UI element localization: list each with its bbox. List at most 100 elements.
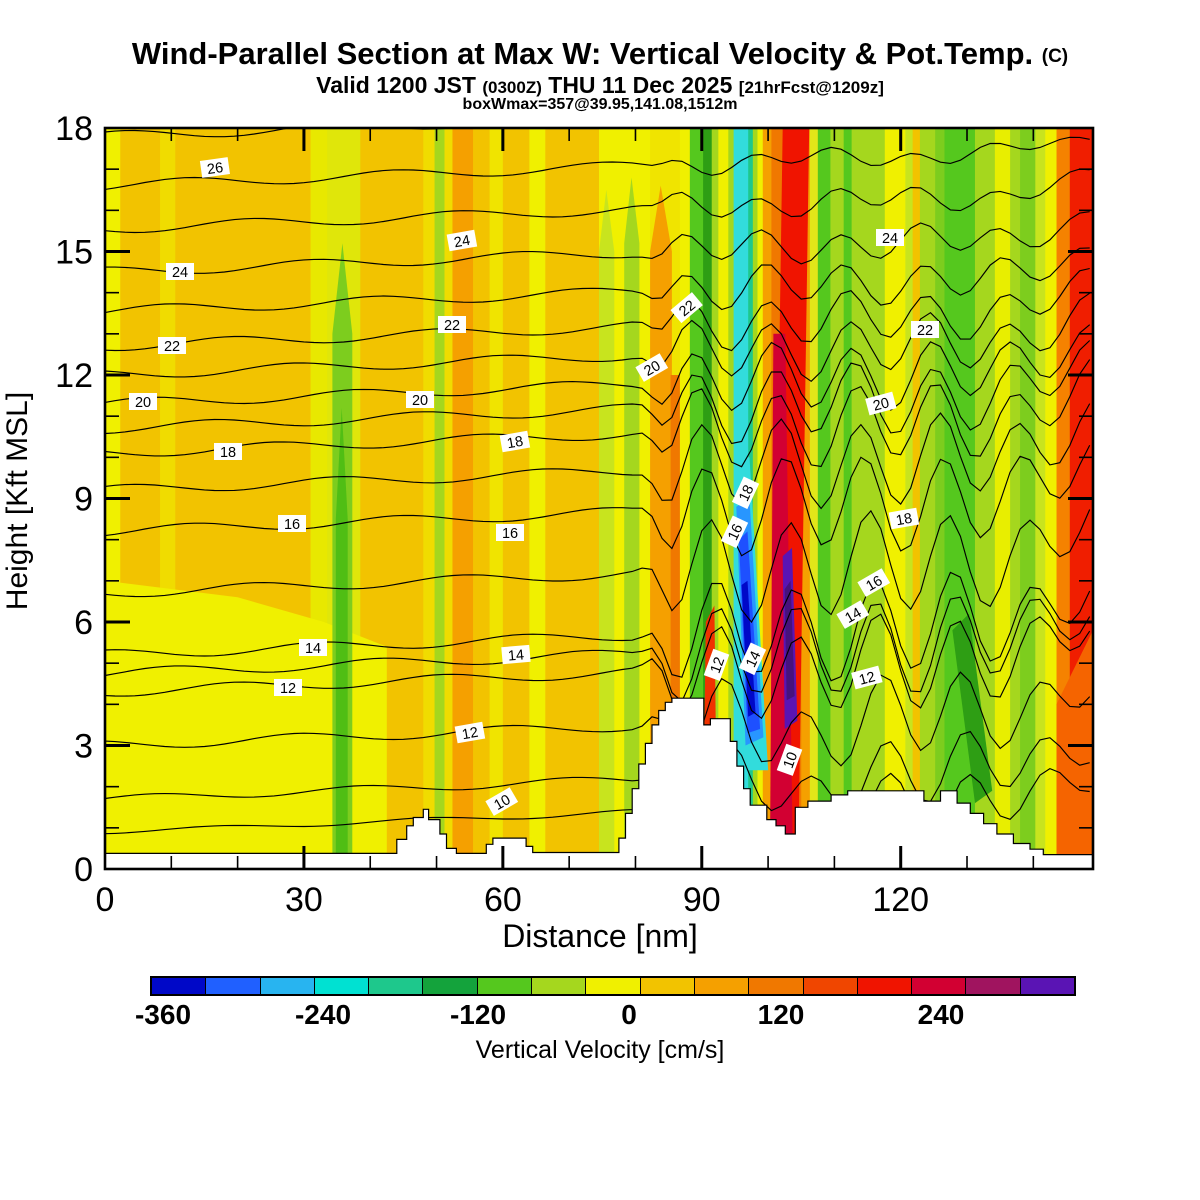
colorbar-labels: -360 -240 -120 0 120 240	[135, 999, 1076, 1030]
isentrope-label-14: 14	[299, 639, 327, 657]
isentrope-label-14: 14	[738, 642, 767, 676]
svg-text:20: 20	[642, 358, 664, 380]
svg-text:22: 22	[917, 323, 933, 339]
svg-text:14: 14	[743, 649, 764, 670]
x-tick-label-90: 90	[683, 881, 721, 919]
isentrope-label-22: 22	[158, 337, 186, 355]
terrain-silhouette	[105, 697, 1093, 869]
isentrope-line-13	[105, 596, 1091, 703]
valid-prefix: Valid 1200 JST	[316, 72, 476, 98]
svg-text:14: 14	[305, 641, 321, 657]
isentrope-line-11	[105, 671, 1091, 767]
velocity-band	[718, 128, 729, 869]
isentrope-label-22: 22	[438, 316, 466, 334]
velocity-band	[728, 128, 735, 869]
velocity-band	[830, 128, 845, 869]
colorbar-cell	[260, 978, 315, 994]
colorbar-cell	[477, 978, 533, 994]
colorbar-cell	[1020, 978, 1075, 994]
svg-text:24: 24	[172, 265, 188, 281]
isentrope-label-18: 18	[731, 476, 760, 510]
isentrope-label-18: 18	[888, 507, 920, 530]
wmax-annotation: boxWmax=357@39.95,141.08,1512m	[462, 96, 738, 113]
valid-date: THU 11 Dec 2025	[548, 72, 733, 98]
velocity-band	[912, 128, 921, 869]
colorbar-cell	[857, 978, 913, 994]
isentrope-line-17	[105, 403, 1091, 510]
velocity-band	[757, 128, 764, 869]
velocity-blob	[599, 189, 615, 869]
y-tick-label-18: 18	[55, 110, 93, 148]
velocity-band	[452, 128, 474, 869]
velocity-band	[444, 128, 454, 869]
isentrope-label-18: 18	[499, 430, 531, 453]
velocity-band	[679, 128, 691, 869]
velocity-band	[434, 128, 446, 869]
colorbar-tick-label: 240	[917, 999, 965, 1030]
colorbar-tick-label: -360	[134, 999, 192, 1030]
svg-text:24: 24	[882, 231, 898, 247]
isentrope-label-16: 16	[857, 568, 891, 597]
colorbar-cell	[640, 978, 695, 994]
isentrope-label-12: 12	[851, 665, 883, 690]
colorbar-cell	[152, 978, 207, 994]
isentrope-label-12: 12	[703, 648, 730, 681]
y-tick-label-9: 9	[74, 481, 93, 519]
isentrope-line-25	[105, 168, 1090, 234]
colorbar-tick-label: 0	[621, 999, 637, 1030]
isentrope-line-20	[105, 324, 1091, 412]
colorbar-cell	[314, 978, 370, 994]
velocity-band	[502, 128, 530, 869]
colorbar-cell	[532, 978, 587, 994]
svg-text:12: 12	[857, 669, 877, 689]
svg-text:18: 18	[220, 445, 236, 461]
colorbar-tick-label: -240	[294, 999, 352, 1030]
svg-text:12: 12	[461, 725, 480, 744]
isentrope-line-22	[105, 267, 1090, 352]
colorbar-cell	[966, 978, 1021, 994]
colorbar-cell	[586, 978, 641, 994]
x-axis-label: Distance [nm]	[502, 918, 698, 954]
valid-time-line: Valid 1200 JST (0300Z) THU 11 Dec 2025 […	[0, 72, 1200, 99]
isentrope-label-20: 20	[635, 353, 669, 382]
isentrope-label-20: 20	[406, 391, 434, 409]
svg-text:10: 10	[781, 750, 802, 771]
axis-ticks	[105, 128, 1093, 869]
velocity-band	[994, 128, 1011, 869]
svg-text:26: 26	[206, 160, 224, 178]
colorbar-cell	[369, 978, 424, 994]
isentrope-label-22: 22	[911, 321, 939, 339]
isentrope-label-24: 24	[446, 229, 478, 252]
velocity-band	[1020, 128, 1036, 869]
colorbar	[150, 976, 1076, 996]
svg-text:18: 18	[736, 483, 757, 504]
isentrope-line-14	[105, 571, 1091, 682]
x-tick-label-0: 0	[96, 881, 115, 919]
y-tick-label-12: 12	[55, 357, 93, 395]
isentrope-label-26: 26	[199, 157, 230, 178]
velocity-band	[423, 128, 436, 869]
title-unit: (C)	[1041, 46, 1069, 67]
colorbar-cell	[803, 978, 858, 994]
isentrope-label-16: 16	[278, 515, 306, 533]
y-tick-label-6: 6	[74, 604, 93, 642]
isentrope-label-18: 18	[214, 443, 242, 461]
svg-text:10: 10	[492, 792, 514, 814]
x-tick-label-60: 60	[484, 881, 522, 919]
velocity-blob	[952, 613, 993, 804]
svg-text:12: 12	[708, 655, 729, 676]
velocity-band	[1045, 128, 1058, 869]
svg-text:20: 20	[135, 395, 151, 411]
velocity-band	[1010, 128, 1021, 869]
isentrope-label-16: 16	[720, 515, 749, 549]
velocity-band	[809, 128, 819, 869]
isentrope-label-20: 20	[129, 393, 157, 411]
isentrope-line-15	[105, 509, 1091, 624]
isentrope-label-12: 12	[454, 721, 486, 744]
isentrope-line-19	[105, 340, 1091, 445]
svg-text:16: 16	[725, 522, 746, 543]
svg-text:12: 12	[280, 681, 296, 697]
svg-text:24: 24	[453, 233, 472, 252]
colorbar-tick-label: -120	[449, 999, 507, 1030]
